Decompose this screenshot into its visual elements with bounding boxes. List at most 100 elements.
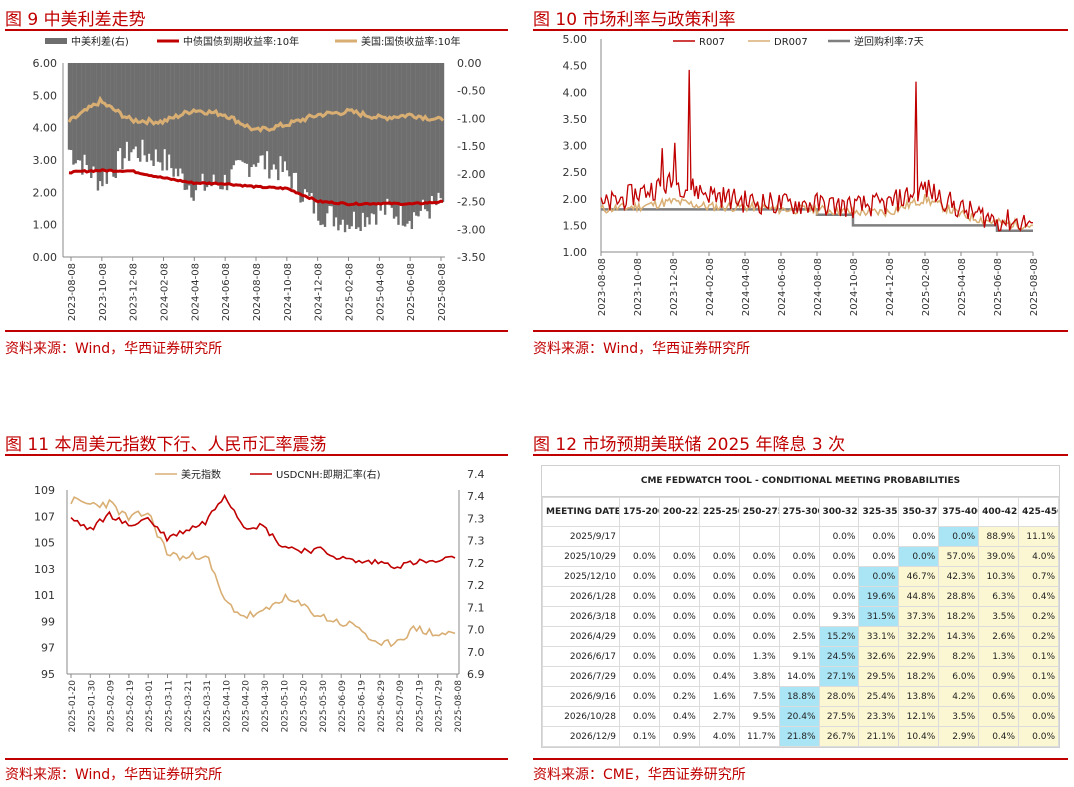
spread-bar <box>430 63 434 197</box>
y-tick-label: 95 <box>41 668 55 681</box>
probability-cell: 3.5% <box>938 706 980 727</box>
chart-9: 6.00 5.00 4.00 3.00 2.00 1.00 0.00 0.00 -0.50 -1.… <box>33 35 486 321</box>
probability-cell: 27.5% <box>818 706 860 727</box>
dollar-index-line <box>70 496 456 648</box>
spread-bar <box>190 63 193 198</box>
x-tick-label: 2025-01-20 <box>68 680 78 733</box>
meeting-date-cell: 2026/4/29 <box>542 626 620 647</box>
probability-cell: 13.8% <box>898 686 940 707</box>
probability-cell: 0.0% <box>818 526 860 547</box>
x-tick-label: 2025-08-08 <box>437 263 448 321</box>
spread-bar <box>323 63 327 227</box>
spread-bar <box>248 63 251 177</box>
probability-cell: 0.0% <box>619 686 660 707</box>
spread-bar <box>346 63 349 225</box>
spread-bar <box>203 63 206 191</box>
legend-label: 中美利差(右) <box>71 35 129 48</box>
probability-cell: 4.2% <box>938 686 980 707</box>
spread-bar <box>419 63 422 211</box>
spread-bar <box>70 63 73 151</box>
x-tick-label: 2025-06-08 <box>993 258 1004 316</box>
table-row: 2025/9/17 0.0% 0.0% 0.0% 0.0% 88.9% 11.1% <box>542 526 1059 547</box>
y-tick-label: 5.00 <box>33 89 58 102</box>
x-tick-label: 2023-08-08 <box>67 263 78 321</box>
probability-cell: 10.3% <box>978 566 1020 587</box>
spread-bar <box>74 63 77 164</box>
y-tick-label: 7.0 <box>467 646 485 659</box>
column-header: 275-300 <box>778 497 820 527</box>
probability-cell: 0.0% <box>698 626 740 647</box>
spread-bar <box>410 63 414 230</box>
y-tick-label: 2.00 <box>33 186 58 199</box>
x-tick-label: 2024-06-08 <box>777 258 788 316</box>
spread-bar <box>167 63 171 155</box>
spread-bar <box>234 63 238 161</box>
probability-cell: 0.0% <box>619 626 660 647</box>
probability-cell: 0.0% <box>658 586 700 607</box>
spread-bar <box>90 63 93 179</box>
probability-cell: 0.0% <box>658 566 700 587</box>
probability-cell: 0.0% <box>738 546 780 567</box>
spread-bar <box>199 63 202 183</box>
spread-bar <box>228 63 231 185</box>
spread-bar <box>326 63 329 214</box>
spread-bar <box>406 63 409 224</box>
x-tick-label: 2025-01-30 <box>87 680 97 733</box>
probability-cell: 32.2% <box>898 626 940 647</box>
probability-cell: 18.2% <box>938 606 980 627</box>
probability-cell: 39.0% <box>978 546 1020 567</box>
spread-bar <box>381 63 385 204</box>
x-tick-label: 2025-03-01 <box>145 680 155 732</box>
probability-cell: 88.9% <box>978 526 1020 547</box>
x-tick-label: 2023-08-08 <box>597 258 608 316</box>
probability-cell: 29.5% <box>858 666 900 687</box>
spread-bar <box>343 63 347 233</box>
probability-cell: 12.1% <box>898 706 940 727</box>
source-rule <box>5 330 508 332</box>
fedwatch-table-title: CME FEDWATCH TOOL - CONDITIONAL MEETING … <box>542 466 1059 497</box>
meeting-date-cell: 2026/7/29 <box>542 666 620 687</box>
spread-bar <box>306 63 309 193</box>
x-tick-label: 2025-03-31 <box>203 680 213 732</box>
probability-cell: 9.3% <box>818 606 860 627</box>
probability-cell: 0.4% <box>698 666 740 687</box>
table-row: 2026/12/9 0.1% 0.9% 4.0% 11.7% 21.8% 26.7% 21.1… <box>542 726 1059 747</box>
y-tick-label: -2.50 <box>457 196 485 209</box>
spread-bar <box>265 63 269 152</box>
spread-bar <box>154 63 158 150</box>
probability-cell: 7.5% <box>738 686 780 707</box>
spread-bar <box>412 63 416 213</box>
meeting-date-cell: 2026/3/18 <box>542 606 620 627</box>
y-tick-label: 101 <box>34 589 55 602</box>
spread-bar <box>403 63 407 227</box>
meeting-date-cell: 2025/12/10 <box>542 566 620 587</box>
probability-cell: 0.0% <box>898 546 940 567</box>
column-header: 350-375 <box>898 497 940 527</box>
x-tick-label: 2024-08-08 <box>252 263 263 321</box>
table-row: 2026/4/29 0.0% 0.0% 0.0% 0.0% 2.5% 15.2% 33.1% 3… <box>542 626 1059 647</box>
table-header-row: MEETING DATE175-200200-225225-250250-275… <box>542 497 1059 527</box>
spread-bar <box>250 63 253 168</box>
spread-bar <box>259 63 262 156</box>
spread-bar <box>92 63 95 167</box>
spread-bar <box>125 63 129 142</box>
x-tick-label: 2024-12-08 <box>885 258 896 316</box>
spread-bar <box>377 63 380 204</box>
probability-cell: 0.0% <box>1018 706 1059 727</box>
x-tick-label: 2025-06-09 <box>338 680 348 733</box>
spread-bar <box>241 63 244 162</box>
y-tick-label: -1.50 <box>457 140 485 153</box>
chart-11: 109 107 105 103 101 99 97 95 7.4 7.4 7.3 7.3 7.2 7.2 7… <box>34 468 485 733</box>
fedwatch-table: MEETING DATE175-200200-225225-250250-275… <box>542 497 1059 747</box>
probability-cell: 0.0% <box>619 546 660 567</box>
x-tick-label: 2025-03-11 <box>165 680 175 732</box>
spread-bar <box>421 63 425 200</box>
probability-cell: 32.6% <box>858 646 900 667</box>
spread-bar <box>170 63 173 169</box>
y-tick-label: 7.4 <box>467 490 485 503</box>
spread-bar <box>270 63 273 170</box>
probability-cell: 0.0% <box>698 586 740 607</box>
spread-bar <box>216 63 220 185</box>
spread-bar <box>370 63 373 214</box>
column-header: 225-250 <box>698 497 740 527</box>
